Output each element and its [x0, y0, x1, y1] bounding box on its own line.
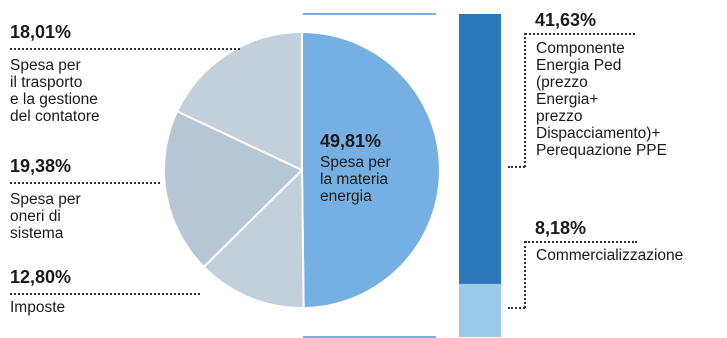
leader-commercializzazione-vertical: [524, 241, 526, 308]
label-commercializzazione-percent: 8,18%: [535, 218, 587, 238]
leader-trasporto: [10, 48, 240, 50]
leader-componente-top: [525, 33, 635, 35]
leader-commercializzazione-top: [525, 241, 637, 243]
label-trasporto-percent: 18,01%: [10, 22, 72, 42]
pie-slice-materia-energia: [301, 30, 441, 310]
bar-segment-commercializzazione: [459, 283, 501, 337]
pie-slice-imposte: [202, 167, 305, 309]
label-componente-percent: 41,63%: [535, 10, 597, 30]
label-trasporto-text: Spesa per il trasporto e la gestione del…: [10, 57, 100, 125]
pie-slice-trasporto: [175, 30, 303, 172]
leader-componente-tick: [508, 166, 525, 168]
label-materia-text: Spesa per la materia energia: [320, 154, 391, 205]
leader-imposte: [10, 293, 200, 295]
label-oneri-percent: 19,38%: [10, 156, 72, 176]
leader-commercializzazione-tick: [508, 307, 525, 309]
label-commercializzazione-text: Commercializzazione: [536, 247, 684, 264]
leader-oneri: [10, 182, 160, 184]
label-imposte-percent: 12,80%: [10, 267, 72, 287]
bar-segment-componente-energia: [459, 14, 501, 284]
label-materia-percent: 49,81%: [320, 131, 382, 151]
label-oneri-text: Spesa per oneri di sistema: [10, 191, 81, 242]
label-componente-text: Componente Energia Ped (prezzo Energia+ …: [536, 40, 667, 159]
pie-slice-oneri: [163, 109, 304, 269]
label-imposte-text: Imposte: [10, 299, 66, 316]
bracket-line: [303, 13, 436, 338]
leader-componente-vertical: [524, 33, 526, 167]
